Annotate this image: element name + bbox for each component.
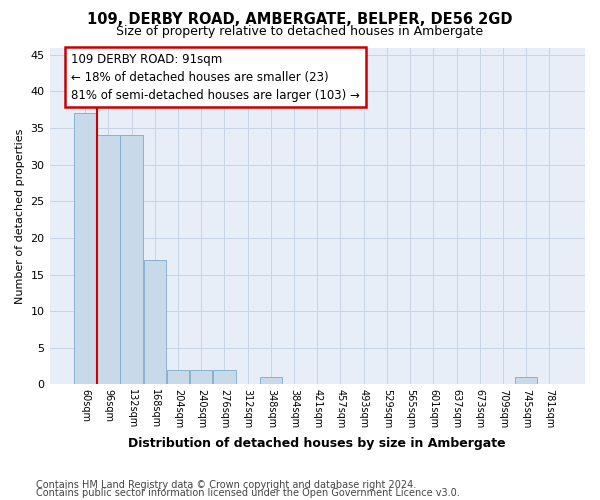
Y-axis label: Number of detached properties: Number of detached properties bbox=[15, 128, 25, 304]
Bar bbox=[97, 136, 119, 384]
Bar bbox=[213, 370, 236, 384]
Bar bbox=[515, 377, 538, 384]
X-axis label: Distribution of detached houses by size in Ambergate: Distribution of detached houses by size … bbox=[128, 437, 506, 450]
Text: Contains public sector information licensed under the Open Government Licence v3: Contains public sector information licen… bbox=[36, 488, 460, 498]
Text: 109, DERBY ROAD, AMBERGATE, BELPER, DE56 2GD: 109, DERBY ROAD, AMBERGATE, BELPER, DE56… bbox=[87, 12, 513, 28]
Bar bbox=[143, 260, 166, 384]
Bar bbox=[167, 370, 189, 384]
Text: Contains HM Land Registry data © Crown copyright and database right 2024.: Contains HM Land Registry data © Crown c… bbox=[36, 480, 416, 490]
Bar bbox=[121, 136, 143, 384]
Text: Size of property relative to detached houses in Ambergate: Size of property relative to detached ho… bbox=[116, 25, 484, 38]
Bar bbox=[190, 370, 212, 384]
Bar bbox=[74, 114, 97, 384]
Text: 109 DERBY ROAD: 91sqm
← 18% of detached houses are smaller (23)
81% of semi-deta: 109 DERBY ROAD: 91sqm ← 18% of detached … bbox=[71, 52, 360, 102]
Bar bbox=[260, 377, 282, 384]
